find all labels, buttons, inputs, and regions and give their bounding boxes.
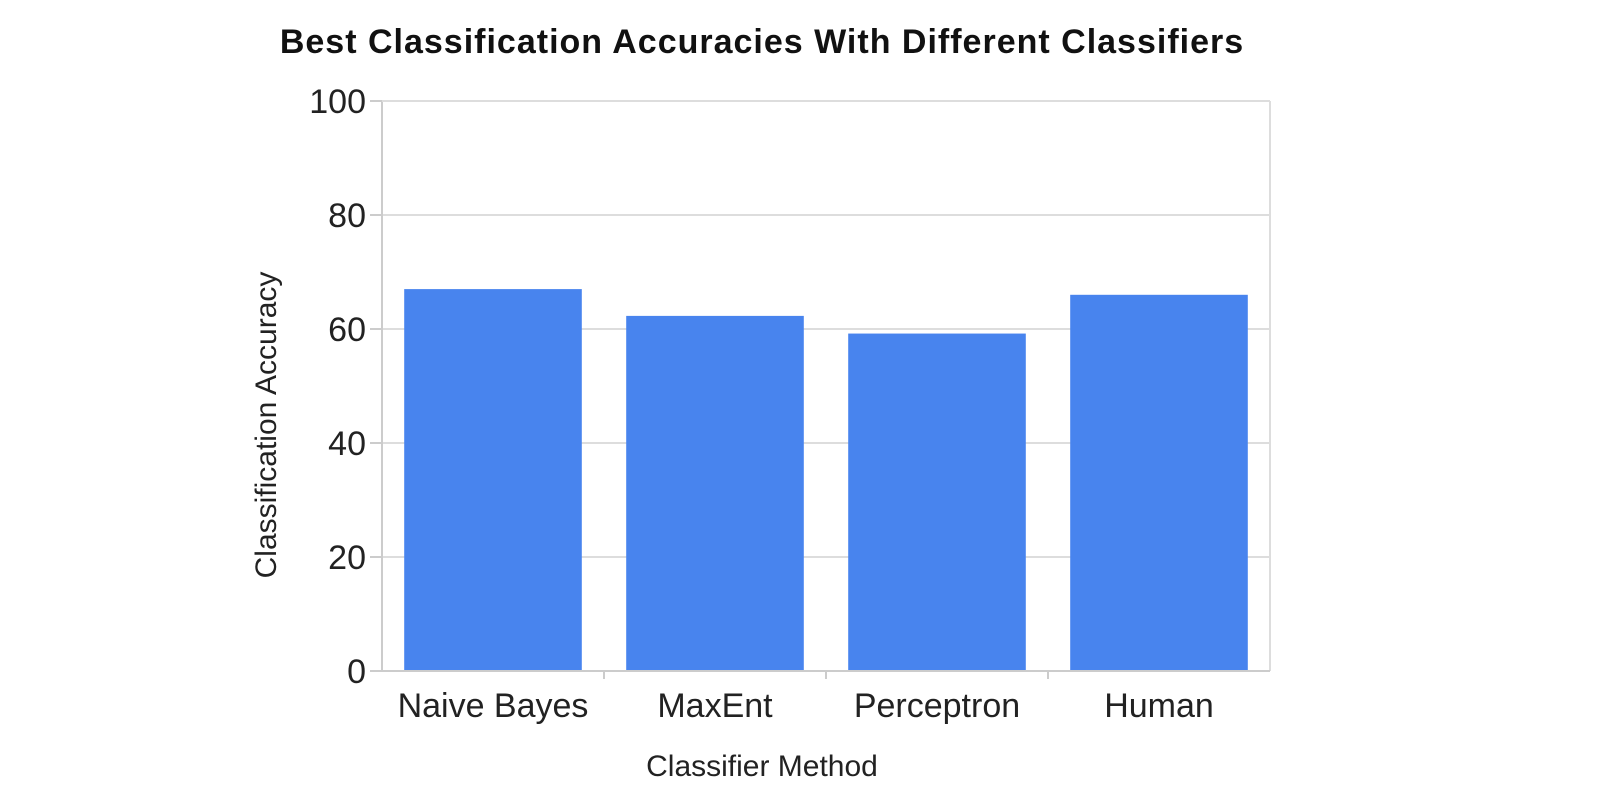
chart-title: Best Classification Accuracies With Diff… bbox=[280, 23, 1244, 61]
y-tick-label: 40 bbox=[328, 425, 366, 463]
x-category-label: Perceptron bbox=[854, 687, 1020, 725]
x-category-label: MaxEnt bbox=[657, 687, 773, 725]
bars bbox=[404, 289, 1248, 671]
x-category-labels: Naive Bayes MaxEnt Perceptron Human bbox=[398, 687, 1214, 725]
y-axis-label: Classification Accuracy bbox=[250, 272, 283, 579]
y-tick-label: 0 bbox=[347, 653, 366, 691]
y-tick-label: 60 bbox=[328, 311, 366, 349]
y-tick-labels: 0 20 40 60 80 100 bbox=[309, 83, 366, 691]
bar bbox=[1070, 294, 1248, 671]
bar bbox=[404, 289, 582, 671]
bar bbox=[626, 315, 804, 671]
y-tick-label: 100 bbox=[309, 83, 366, 121]
y-tick-label: 20 bbox=[328, 539, 366, 577]
y-tick-label: 80 bbox=[328, 197, 366, 235]
x-category-label: Naive Bayes bbox=[398, 687, 589, 725]
axes bbox=[370, 100, 1271, 679]
x-category-label: Human bbox=[1104, 687, 1214, 725]
bar bbox=[848, 333, 1026, 671]
x-axis-label: Classifier Method bbox=[646, 750, 878, 783]
